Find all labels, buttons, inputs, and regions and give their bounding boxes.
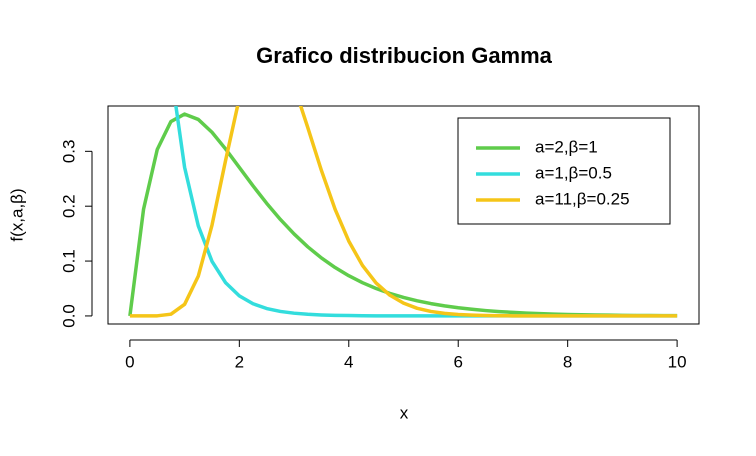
series-line bbox=[129, 106, 678, 318]
x-tick-label: 6 bbox=[453, 352, 462, 371]
legend-label: a=2,β=1 bbox=[535, 137, 598, 156]
legend-box bbox=[457, 117, 671, 225]
x-axis-label: x bbox=[400, 403, 409, 422]
x-tick-label: 8 bbox=[563, 352, 572, 371]
y-tick-label: 0.3 bbox=[59, 140, 78, 164]
y-tick-label: 0.0 bbox=[59, 304, 78, 328]
y-axis-label: f(x,a,β) bbox=[7, 188, 26, 241]
x-tick-label: 10 bbox=[668, 352, 687, 371]
x-tick-label: 4 bbox=[344, 352, 353, 371]
x-tick-label: 2 bbox=[235, 352, 244, 371]
plot-box bbox=[107, 105, 700, 325]
chart-title: Grafico distribucion Gamma bbox=[256, 43, 553, 68]
legend-label: a=1,β=0.5 bbox=[535, 163, 612, 182]
plot-area bbox=[128, 106, 678, 318]
y-tick-label: 0.1 bbox=[59, 249, 78, 273]
y-tick-label: 0.2 bbox=[59, 194, 78, 218]
legend-label: a=11,β=0.25 bbox=[535, 189, 630, 208]
x-tick-label: 0 bbox=[125, 352, 134, 371]
